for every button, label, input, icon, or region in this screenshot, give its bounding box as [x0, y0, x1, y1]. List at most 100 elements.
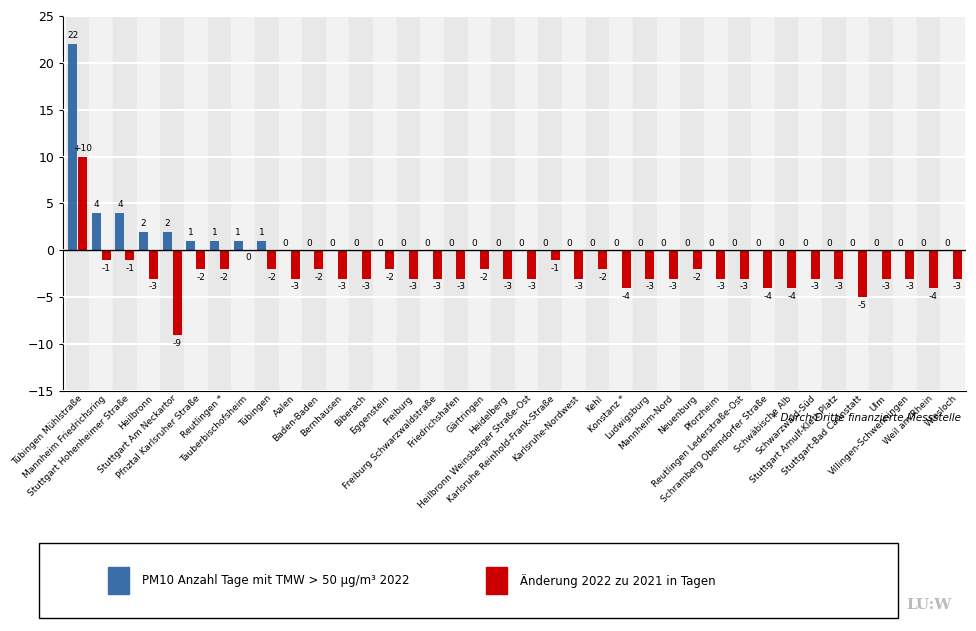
Bar [575, 251, 584, 279]
Text: -3: -3 [953, 282, 961, 292]
Bar [68, 44, 77, 251]
Text: -9: -9 [173, 339, 182, 348]
Text: 0: 0 [448, 239, 454, 248]
Bar [893, 16, 916, 391]
Text: 0: 0 [732, 239, 737, 248]
Text: 0: 0 [779, 239, 785, 248]
Bar [163, 232, 172, 251]
Bar [669, 251, 678, 279]
Bar [704, 16, 727, 391]
Text: 0: 0 [245, 253, 251, 262]
Bar [775, 16, 798, 391]
Bar [386, 251, 394, 269]
Text: 0: 0 [495, 239, 501, 248]
Bar [550, 251, 560, 260]
Text: -3: -3 [432, 282, 441, 292]
Text: -4: -4 [763, 292, 772, 301]
Text: 0: 0 [282, 239, 288, 248]
Text: -5: -5 [858, 301, 867, 310]
Bar [693, 251, 702, 269]
Text: -2: -2 [267, 273, 276, 282]
Text: 2: 2 [164, 219, 170, 228]
Bar [787, 251, 796, 288]
Text: 0: 0 [802, 239, 808, 248]
Bar [504, 251, 512, 279]
Bar [210, 241, 219, 251]
Text: -3: -3 [456, 282, 466, 292]
Bar [953, 251, 961, 279]
Text: -3: -3 [645, 282, 654, 292]
Bar [137, 16, 160, 391]
Bar [65, 16, 90, 391]
Bar [92, 213, 101, 251]
Text: 0: 0 [944, 239, 950, 248]
Bar [798, 16, 822, 391]
Bar [303, 16, 326, 391]
Bar [139, 232, 148, 251]
Bar [349, 16, 373, 391]
Text: 0: 0 [543, 239, 549, 248]
Bar [78, 156, 87, 251]
Bar [727, 16, 752, 391]
Text: 0: 0 [425, 239, 430, 248]
Text: -2: -2 [196, 273, 205, 282]
Bar [278, 16, 303, 391]
Bar [231, 16, 255, 391]
Bar [527, 251, 536, 279]
Bar [657, 16, 680, 391]
Text: -1: -1 [550, 264, 560, 273]
Bar [107, 567, 129, 594]
Bar [338, 251, 347, 279]
Bar [444, 16, 468, 391]
Bar [834, 251, 843, 279]
Text: 0: 0 [566, 239, 572, 248]
Bar [173, 251, 182, 335]
Text: -4: -4 [788, 292, 796, 301]
Bar [740, 251, 749, 279]
Bar [622, 251, 630, 288]
Text: 0: 0 [637, 239, 643, 248]
Text: Änderung 2022 zu 2021 in Tagen: Änderung 2022 zu 2021 in Tagen [520, 574, 715, 587]
Text: -2: -2 [386, 273, 394, 282]
Text: -3: -3 [362, 282, 371, 292]
Bar [149, 251, 158, 279]
Text: 1: 1 [212, 228, 218, 237]
Bar [515, 16, 539, 391]
Bar [456, 251, 466, 279]
Text: -3: -3 [669, 282, 678, 292]
Bar [432, 251, 441, 279]
Text: -3: -3 [834, 282, 843, 292]
Text: -3: -3 [881, 282, 891, 292]
Bar [258, 241, 266, 251]
Text: -3: -3 [504, 282, 512, 292]
Text: +10: +10 [73, 144, 92, 153]
Bar [255, 16, 278, 391]
Text: * Durch Dritte finanzierte Messstelle: * Durch Dritte finanzierte Messstelle [772, 413, 961, 423]
Bar [160, 16, 183, 391]
Text: 1: 1 [235, 228, 241, 237]
Bar [929, 251, 938, 288]
Bar [468, 16, 491, 391]
Text: -3: -3 [740, 282, 749, 292]
Text: 22: 22 [67, 31, 78, 40]
Bar [326, 16, 349, 391]
Bar [409, 251, 418, 279]
Text: 0: 0 [755, 239, 761, 248]
Bar [906, 251, 915, 279]
Text: 0: 0 [920, 239, 926, 248]
Text: LU:W: LU:W [907, 598, 952, 612]
Bar [396, 16, 421, 391]
Text: -2: -2 [693, 273, 702, 282]
Text: 1: 1 [188, 228, 193, 237]
Text: 0: 0 [850, 239, 855, 248]
Bar [881, 251, 891, 279]
Bar [125, 251, 135, 260]
Bar [811, 251, 820, 279]
Text: -3: -3 [291, 282, 300, 292]
Text: 1: 1 [259, 228, 264, 237]
Text: -3: -3 [906, 282, 915, 292]
Bar [113, 16, 137, 391]
Text: 0: 0 [708, 239, 713, 248]
Bar [233, 241, 243, 251]
Text: 0: 0 [471, 239, 477, 248]
